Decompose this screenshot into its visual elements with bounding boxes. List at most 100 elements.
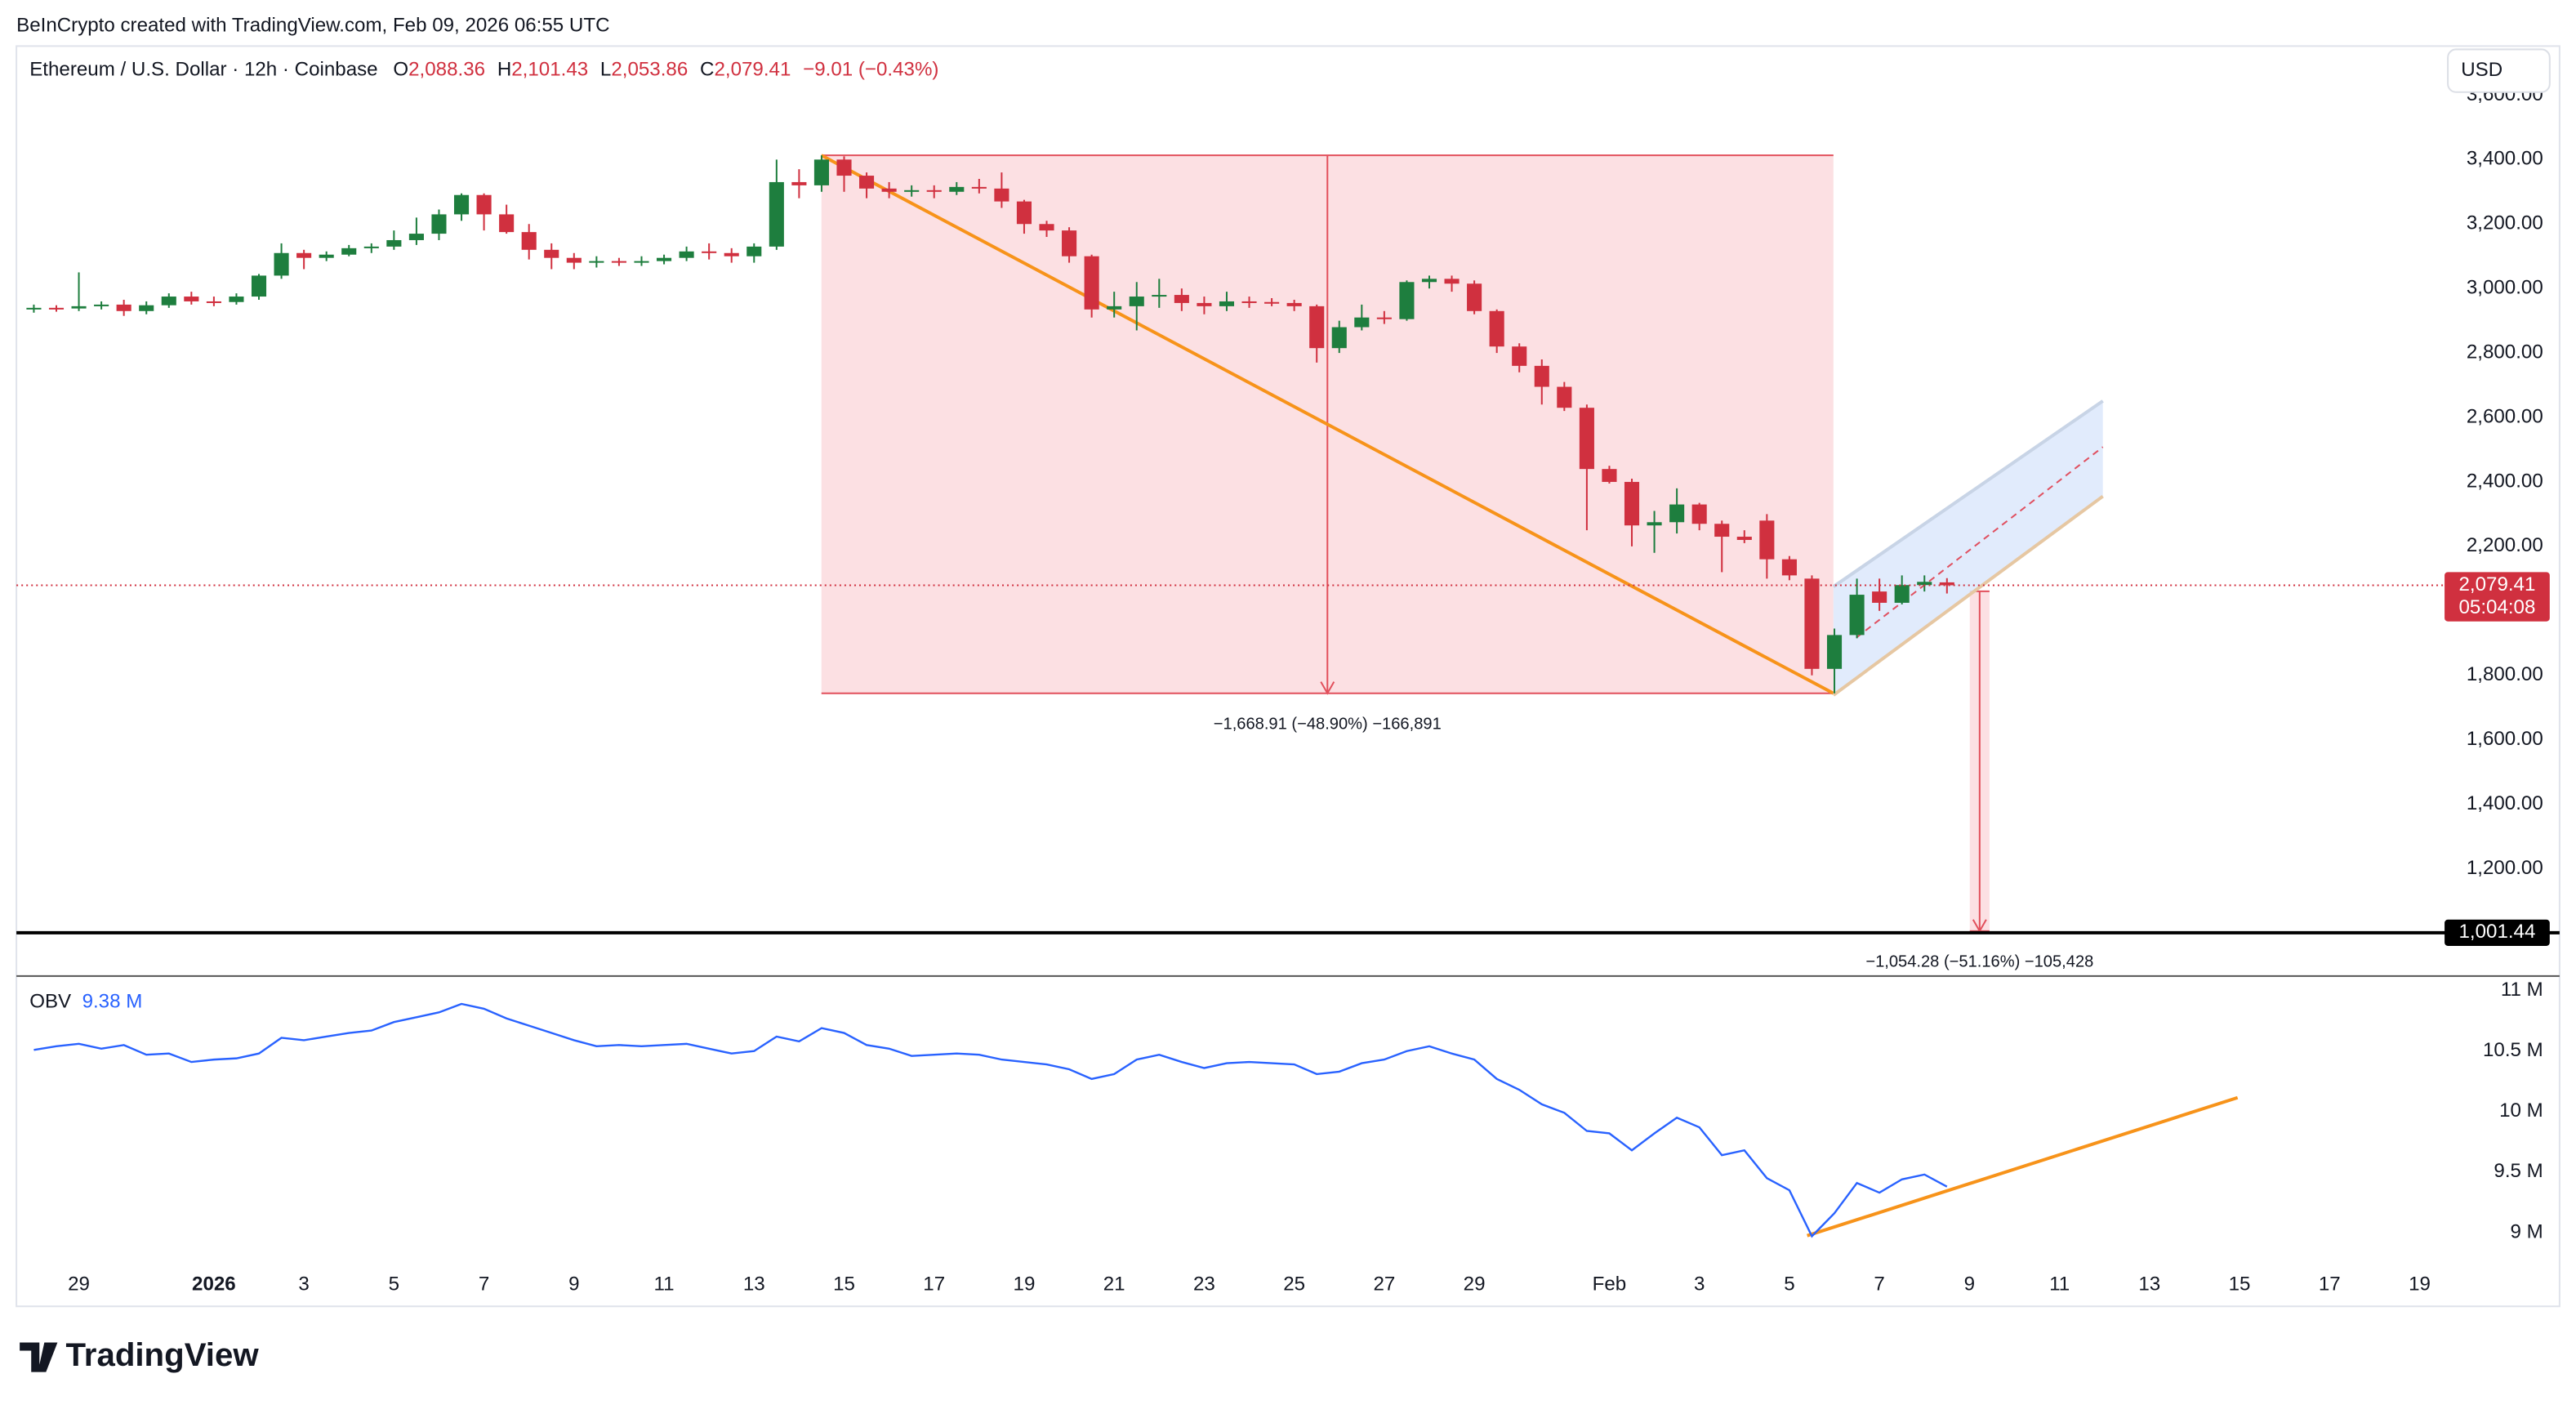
change: −9.01 (−0.43%): [803, 59, 938, 81]
candle-body: [1286, 302, 1302, 306]
candle-body: [341, 248, 357, 255]
currency-button[interactable]: USD: [2447, 48, 2551, 93]
price-label: 2,079.41: [2458, 573, 2535, 595]
logo-dot: [45, 1343, 54, 1352]
ohlc-key: L: [600, 59, 611, 81]
candle-body: [1062, 230, 1077, 256]
x-tick-label: 19: [1014, 1273, 1036, 1295]
candle-body: [1872, 591, 1887, 603]
candle-body: [566, 257, 582, 263]
candle-body: [1602, 469, 1617, 482]
x-tick-label: 27: [1373, 1273, 1395, 1295]
candle-body: [1444, 279, 1460, 284]
candle-body: [408, 234, 424, 240]
x-tick-label: 3: [1694, 1273, 1705, 1295]
credit: BeInCrypto created with TradingView.com,…: [16, 15, 609, 37]
candle-body: [747, 246, 762, 256]
currency[interactable]: USD: [2461, 59, 2502, 81]
channel-fill: [1833, 400, 2103, 695]
candle-body: [363, 246, 379, 248]
trend-line: [820, 154, 1834, 695]
candle-body: [1107, 306, 1122, 310]
candle-body: [971, 186, 987, 189]
currency-box[interactable]: [2447, 48, 2551, 93]
candle-body: [904, 190, 920, 192]
candle-body: [1759, 520, 1775, 560]
ohlc-value: 2,053.86: [611, 59, 688, 81]
ohlc-value: 2,101.43: [511, 59, 588, 81]
parallel-channel: [1832, 399, 2104, 697]
x-tick-label: 17: [923, 1273, 945, 1295]
y-tick-label: 3,000.00: [2467, 277, 2543, 299]
candle-body: [656, 257, 672, 261]
x-tick-label: 7: [1874, 1273, 1884, 1295]
ohlc-value: 2,088.36: [408, 59, 485, 81]
y-tick-label: 1,400.00: [2467, 792, 2543, 814]
y-tick-label: 2,800.00: [2467, 341, 2543, 363]
candle-body: [1714, 524, 1730, 537]
candle-body: [791, 181, 807, 185]
candle-body: [116, 304, 131, 311]
candle-body: [229, 297, 244, 302]
candle-body: [994, 188, 1009, 202]
candle-body: [48, 307, 65, 310]
candle-body: [859, 176, 875, 189]
candle-body: [1489, 310, 1504, 347]
level-tag: [2445, 919, 2550, 946]
candle-body: [251, 275, 267, 297]
candle-body: [1331, 327, 1347, 349]
candle-body: [1647, 522, 1662, 526]
candle-body: [1534, 365, 1549, 387]
candle-body: [1399, 282, 1415, 319]
measure-arrowhead: [1320, 681, 1335, 695]
x-tick-label: Feb: [1593, 1273, 1627, 1295]
candle-body: [1084, 256, 1099, 310]
x-tick-label: 9: [568, 1273, 579, 1295]
x-tick-label: 11: [654, 1273, 675, 1295]
measure-label: −1,054.28 (−51.16%) −105,428: [1865, 952, 2093, 970]
x-tick-label: 23: [1193, 1273, 1215, 1295]
candle-body: [94, 304, 109, 306]
x-tick-label: 13: [2138, 1273, 2160, 1295]
candle-body: [611, 261, 626, 263]
candle-body: [1939, 582, 1954, 586]
candle-body: [679, 251, 694, 258]
candle-body: [1781, 559, 1797, 576]
candle-body: [1129, 297, 1144, 306]
x-tick-label: 13: [743, 1273, 765, 1295]
x-tick-label: 9: [1964, 1273, 1975, 1295]
x-tick-label: 29: [1464, 1273, 1486, 1295]
brand-logo: TradingView: [20, 1336, 259, 1373]
candle-body: [1579, 408, 1594, 470]
candle-body: [1669, 504, 1685, 523]
candle-body: [1039, 224, 1054, 231]
candle-body: [1174, 295, 1189, 303]
candle-body: [1804, 578, 1820, 669]
x-tick-label: 5: [389, 1273, 399, 1295]
ohlc-key: O: [393, 59, 408, 81]
symbol-info: Ethereum / U.S. Dollar · 12h · Coinbase …: [29, 59, 938, 81]
ohlc-key: C: [700, 59, 714, 81]
candle-body: [634, 261, 649, 263]
y-tick-label: 2,400.00: [2467, 470, 2543, 492]
x-tick-label: 17: [2319, 1273, 2341, 1295]
candle-body: [1264, 301, 1280, 304]
y-tick-label: 9 M: [2511, 1220, 2543, 1242]
candle-body: [1557, 386, 1572, 408]
candle-body: [544, 249, 559, 258]
x-tick-label: 15: [833, 1273, 855, 1295]
x-tick-label: 19: [2409, 1273, 2431, 1295]
y-tick-label: 1,200.00: [2467, 857, 2543, 879]
candle-body: [813, 159, 829, 185]
candle-body: [431, 214, 447, 234]
x-tick-label: 15: [2229, 1273, 2251, 1295]
x-tick-label: 7: [479, 1273, 489, 1295]
symbol: Ethereum / U.S. Dollar · 12h · Coinbase: [29, 59, 377, 81]
candle-body: [1512, 346, 1527, 366]
candle-body: [476, 194, 492, 215]
candle-body: [161, 297, 176, 306]
y-tick-label: 3,200.00: [2467, 212, 2543, 234]
x-tick-label: 25: [1283, 1273, 1305, 1295]
legend-value: 9.38 M: [82, 990, 143, 1012]
